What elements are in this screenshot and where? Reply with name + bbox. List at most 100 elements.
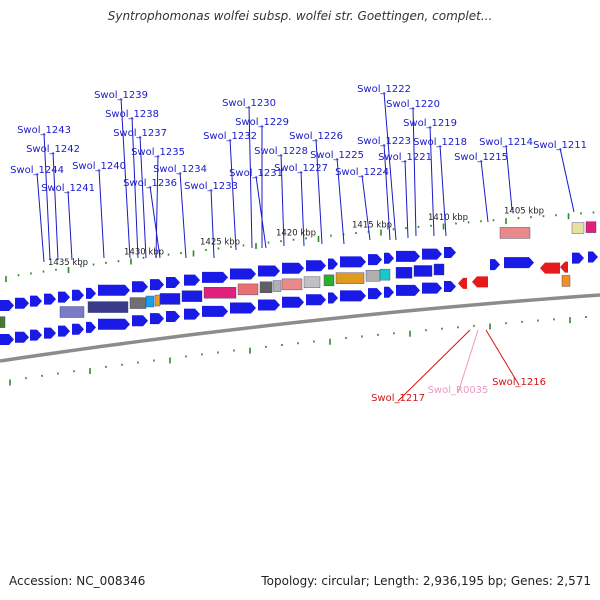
feature-block bbox=[272, 280, 282, 292]
leader-line bbox=[210, 188, 215, 259]
forward-gene-arrow bbox=[166, 277, 180, 289]
forward-gene-arrow bbox=[72, 289, 84, 301]
forward-gene-arrow bbox=[44, 327, 56, 339]
leader-line bbox=[280, 153, 285, 247]
forward-gene-arrow bbox=[340, 256, 366, 268]
forward-gene-arrow bbox=[422, 282, 442, 294]
forward-gene-arrow bbox=[504, 257, 534, 269]
gene-label[interactable]: Swol_1224 bbox=[335, 167, 389, 178]
leader-line bbox=[505, 144, 513, 211]
scale-label: 1405 kbp bbox=[504, 206, 544, 216]
gene-label[interactable]: Swol_1221 bbox=[378, 152, 432, 163]
forward-gene-arrow bbox=[58, 325, 70, 337]
gene-label[interactable]: Swol_1230 bbox=[222, 98, 276, 109]
forward-gene-arrow bbox=[490, 259, 500, 271]
forward-gene-arrow bbox=[44, 293, 56, 305]
backbone-line bbox=[0, 293, 600, 363]
feature-block bbox=[181, 290, 203, 302]
scale-label: 1410 kbp bbox=[428, 213, 468, 223]
leader-line bbox=[67, 190, 73, 261]
leader-line bbox=[429, 125, 435, 237]
forward-gene-arrow bbox=[422, 248, 442, 260]
feature-block bbox=[87, 301, 129, 313]
forward-gene-arrow bbox=[230, 302, 256, 314]
gene-label[interactable]: Swol_1218 bbox=[413, 137, 467, 148]
forward-gene-arrow bbox=[58, 291, 70, 303]
gene-tracks bbox=[0, 221, 598, 345]
gene-label[interactable]: Swol_1219 bbox=[403, 118, 457, 129]
gene-label[interactable]: Swol_1220 bbox=[386, 99, 440, 110]
feature-block bbox=[129, 297, 147, 309]
genome-backbone bbox=[0, 293, 600, 363]
leader-line bbox=[149, 185, 161, 259]
gene-label[interactable]: Swol_1222 bbox=[357, 84, 411, 95]
feature-block bbox=[145, 295, 155, 308]
gene-label[interactable]: Swol_1233 bbox=[184, 181, 238, 192]
gene-label[interactable]: Swol_1223 bbox=[357, 136, 411, 147]
feature-block bbox=[413, 265, 433, 277]
scale-label: 1420 kbp bbox=[276, 229, 316, 239]
gene-label[interactable]: Swol_1244 bbox=[10, 165, 64, 176]
gene-labels[interactable]: Swol_1239 Swol_1238 Swol_1237 Swol_1235 Swol… bbox=[10, 84, 587, 404]
scale-label: 1435 kbp bbox=[48, 258, 88, 268]
feature-block bbox=[281, 278, 303, 291]
forward-gene-arrow bbox=[15, 331, 29, 343]
gene-label[interactable]: Swol_1227 bbox=[274, 163, 328, 174]
leader-line bbox=[155, 154, 159, 259]
leader-line bbox=[397, 329, 471, 402]
gene-label[interactable]: Swol_1236 bbox=[123, 178, 177, 189]
feature-block bbox=[0, 316, 6, 328]
forward-gene-arrow bbox=[572, 252, 584, 264]
gene-label[interactable]: Swol_1235 bbox=[131, 147, 185, 158]
forward-gene-arrow bbox=[98, 284, 130, 296]
feature-block bbox=[433, 263, 445, 276]
gene-label[interactable]: Swol_1214 bbox=[479, 137, 533, 148]
leader-line bbox=[120, 97, 131, 259]
accession-text: Accession: NC_008346 bbox=[9, 574, 146, 588]
feature-block bbox=[203, 287, 237, 299]
gene-label[interactable]: Swol_1238 bbox=[105, 109, 159, 120]
gene-label[interactable]: Swol_1229 bbox=[235, 117, 289, 128]
gene-label[interactable]: Swol_R0035 bbox=[428, 385, 489, 396]
leader-line bbox=[485, 329, 520, 386]
forward-gene-arrow bbox=[230, 268, 256, 280]
gene-label[interactable]: Swol_1216 bbox=[492, 377, 546, 388]
forward-gene-arrow bbox=[202, 271, 228, 283]
gene-label[interactable]: Swol_1231 bbox=[229, 168, 283, 179]
leader-line bbox=[439, 144, 447, 237]
gene-label[interactable]: Swol_1241 bbox=[41, 183, 95, 194]
forward-gene-arrow bbox=[98, 318, 130, 330]
forward-gene-arrow bbox=[328, 292, 338, 304]
gene-label[interactable]: Swol_1237 bbox=[113, 128, 167, 139]
gene-label[interactable]: Swol_1234 bbox=[153, 164, 207, 175]
leader-line bbox=[300, 170, 305, 247]
gene-label[interactable]: Swol_1239 bbox=[94, 90, 148, 101]
forward-gene-arrow bbox=[384, 286, 394, 298]
gene-label[interactable]: Swol_1217 bbox=[371, 393, 425, 404]
forward-gene-arrow bbox=[396, 284, 420, 296]
forward-gene-arrow bbox=[258, 265, 280, 277]
gene-label[interactable]: Swol_1240 bbox=[72, 161, 126, 172]
leader-line bbox=[404, 159, 409, 239]
feature-block bbox=[585, 221, 597, 233]
gene-label[interactable]: Swol_1225 bbox=[310, 150, 364, 161]
gene-label[interactable]: Swol_1232 bbox=[203, 131, 257, 142]
gene-label[interactable]: Swol_1215 bbox=[454, 152, 508, 163]
forward-gene-arrow bbox=[282, 296, 304, 308]
forward-gene-arrow bbox=[282, 262, 304, 274]
gene-label[interactable]: Swol_1226 bbox=[289, 131, 343, 142]
gene-label[interactable]: Swol_1211 bbox=[533, 140, 587, 151]
gene-label[interactable]: Swol_1242 bbox=[26, 144, 80, 155]
forward-gene-arrow bbox=[396, 250, 420, 262]
forward-gene-arrow bbox=[166, 311, 180, 323]
forward-gene-arrow bbox=[0, 333, 14, 345]
leader-line bbox=[361, 174, 371, 241]
forward-gene-arrow bbox=[328, 258, 338, 270]
gene-label[interactable]: Swol_1243 bbox=[17, 125, 71, 136]
scale-label: 1430 kbp bbox=[124, 247, 164, 257]
leader-line bbox=[480, 159, 489, 223]
gene-label[interactable]: Swol_1228 bbox=[254, 146, 308, 157]
leader-line bbox=[412, 106, 417, 237]
feature-block bbox=[59, 306, 85, 318]
